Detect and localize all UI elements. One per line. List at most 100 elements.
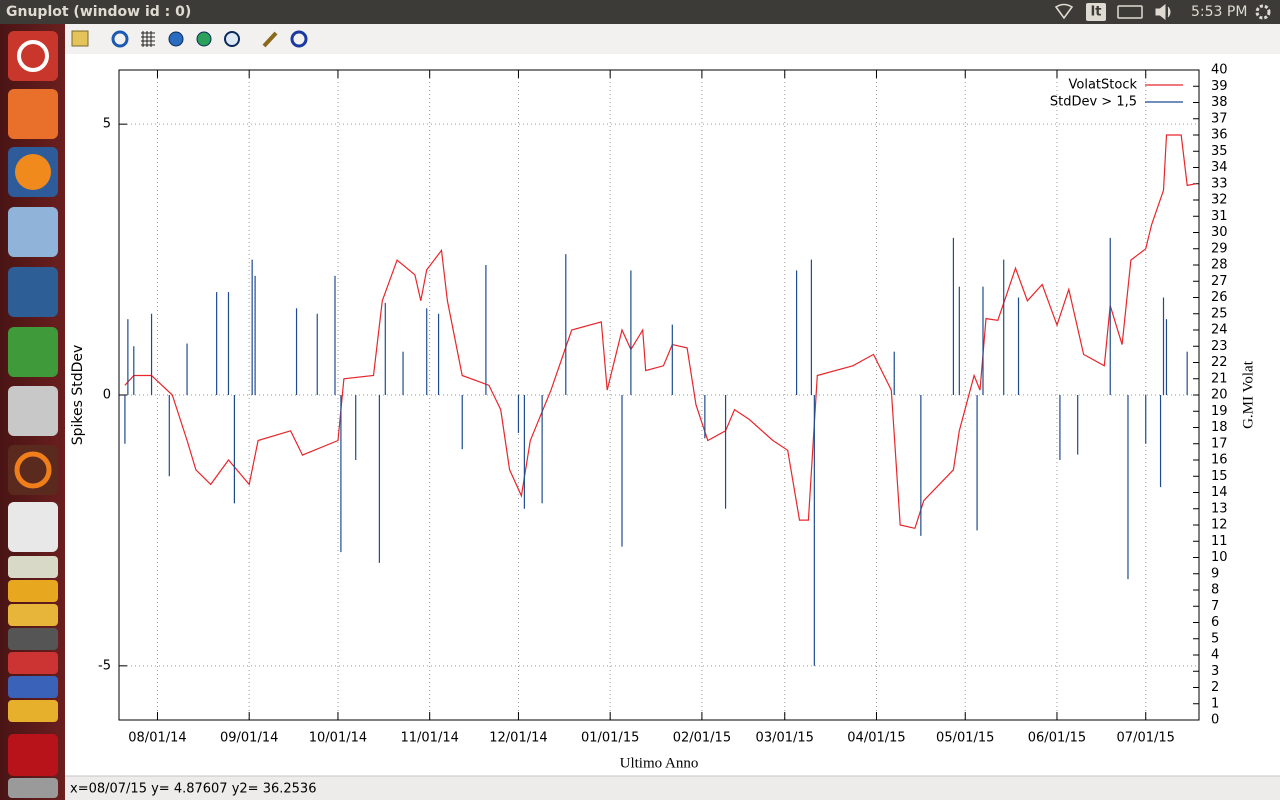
y2-tick-label: 38	[1211, 95, 1228, 110]
y2-tick-label: 21	[1211, 371, 1228, 386]
y2-tick-label: 0	[1211, 713, 1219, 728]
y2-tick-label: 17	[1211, 436, 1228, 451]
calc-icon[interactable]	[8, 327, 58, 377]
ubuntu-logo	[17, 40, 49, 72]
y2-tick-label: 2	[1211, 680, 1219, 695]
y2-tick-label: 25	[1211, 306, 1228, 321]
session-icon[interactable]	[1255, 4, 1271, 20]
y2-tick-label: 19	[1211, 404, 1228, 419]
y2-tick-label: 36	[1211, 128, 1228, 143]
y2-tick-label: 26	[1211, 290, 1228, 305]
y2-tick-label: 23	[1211, 339, 1228, 354]
vbox-icon[interactable]	[8, 207, 58, 257]
toolbar	[65, 24, 1280, 54]
dash-icon[interactable]	[8, 31, 58, 81]
clock[interactable]: 5:53 PM	[1191, 4, 1247, 20]
x-tick-label: 08/01/14	[128, 731, 186, 746]
app-logo	[14, 451, 52, 489]
x-tick-label: 11/01/14	[400, 731, 458, 746]
y2-tick-label: 29	[1211, 241, 1228, 256]
battery-icon[interactable]	[1117, 5, 1143, 19]
x-tick-label: 04/01/15	[847, 731, 905, 746]
x-tick-label: 02/01/15	[673, 731, 731, 746]
stack-icon[interactable]	[8, 778, 58, 798]
y2-tick-label: 35	[1211, 144, 1228, 159]
keyboard-layout: It	[1090, 5, 1101, 20]
stack-icon[interactable]	[8, 652, 58, 674]
y2-tick-label: 24	[1211, 323, 1228, 338]
y-tick-label: 0	[103, 388, 111, 403]
firefox-logo	[15, 154, 51, 190]
y-axis-label: Spikes StdDev	[70, 345, 86, 446]
x-tick-label: 10/01/14	[309, 731, 367, 746]
x-tick-label: 06/01/15	[1028, 731, 1086, 746]
window-title: Gnuplot (window id : 0)	[6, 4, 191, 20]
launcher-icons	[8, 31, 58, 798]
help-button[interactable]	[290, 30, 308, 48]
y2-tick-label: 3	[1211, 664, 1219, 679]
x-tick-label: 09/01/14	[220, 731, 278, 746]
y2-tick-label: 5	[1211, 631, 1219, 646]
filezilla-icon[interactable]	[8, 734, 58, 776]
stack-icon[interactable]	[8, 700, 58, 722]
legend-label: StdDev > 1,5	[1050, 95, 1137, 110]
y-tick-label: -5	[98, 658, 111, 673]
y2-tick-label: 4	[1211, 648, 1219, 663]
y2-tick-label: 32	[1211, 193, 1228, 208]
y-tick-label: 5	[103, 117, 111, 132]
stack-icon[interactable]	[8, 580, 58, 602]
files-icon[interactable]	[8, 89, 58, 139]
x-tick-label: 12/01/14	[489, 731, 547, 746]
x-tick-label: 07/01/15	[1117, 731, 1175, 746]
wifi-icon[interactable]	[1054, 3, 1074, 20]
y2-tick-label: 7	[1211, 599, 1219, 614]
y2-tick-label: 40	[1211, 63, 1228, 78]
y2-tick-label: 12	[1211, 518, 1228, 533]
x-tick-label: 03/01/15	[756, 731, 814, 746]
y2-axis-label: G.MI Volat	[1240, 360, 1256, 429]
stack-icon[interactable]	[8, 628, 58, 650]
stack-icon[interactable]	[8, 604, 58, 626]
stack-icon[interactable]	[8, 676, 58, 698]
y2-tick-label: 33	[1211, 176, 1228, 191]
status-text: x=08/07/15 y= 4.87607 y2= 36.2536	[70, 782, 316, 797]
y2-tick-label: 16	[1211, 453, 1228, 468]
y2-tick-label: 13	[1211, 501, 1228, 516]
sound-icon[interactable]	[1155, 3, 1171, 21]
y2-tick-label: 28	[1211, 258, 1228, 273]
writer-icon[interactable]	[8, 267, 58, 317]
x-tick-label: 01/01/15	[581, 731, 639, 746]
autoscale-button[interactable]	[224, 31, 240, 47]
editor-icon[interactable]	[8, 386, 58, 436]
y2-tick-label: 11	[1211, 534, 1228, 549]
x-tick-label: 05/01/15	[936, 731, 994, 746]
stack-icon[interactable]	[8, 556, 58, 578]
config-button[interactable]	[262, 31, 278, 48]
grid-button[interactable]	[141, 31, 155, 47]
y2-tick-label: 15	[1211, 469, 1228, 484]
y2-tick-label: 39	[1211, 79, 1228, 94]
legend-label: VolatStock	[1069, 78, 1138, 93]
y2-tick-label: 37	[1211, 111, 1228, 126]
x-axis-label: Ultimo Anno	[620, 755, 699, 771]
y2-tick-label: 34	[1211, 160, 1228, 175]
y2-tick-label: 9	[1211, 566, 1219, 581]
y2-tick-label: 18	[1211, 420, 1228, 435]
y2-tick-label: 30	[1211, 225, 1228, 240]
zoom-next-button[interactable]	[196, 31, 212, 47]
y2-tick-label: 6	[1211, 615, 1219, 630]
keyboard-indicator[interactable]	[1086, 3, 1106, 21]
status-bar	[65, 776, 1280, 800]
y2-tick-label: 27	[1211, 274, 1228, 289]
y2-tick-label: 20	[1211, 388, 1228, 403]
copy-button[interactable]	[71, 30, 89, 47]
y2-tick-label: 31	[1211, 209, 1228, 224]
replot-button[interactable]	[111, 30, 129, 48]
y2-tick-label: 8	[1211, 583, 1219, 598]
zoom-prev-button[interactable]	[168, 31, 184, 47]
y2-tick-label: 14	[1211, 485, 1228, 500]
reader-icon[interactable]	[8, 502, 58, 552]
y2-tick-label: 1	[1211, 696, 1219, 711]
